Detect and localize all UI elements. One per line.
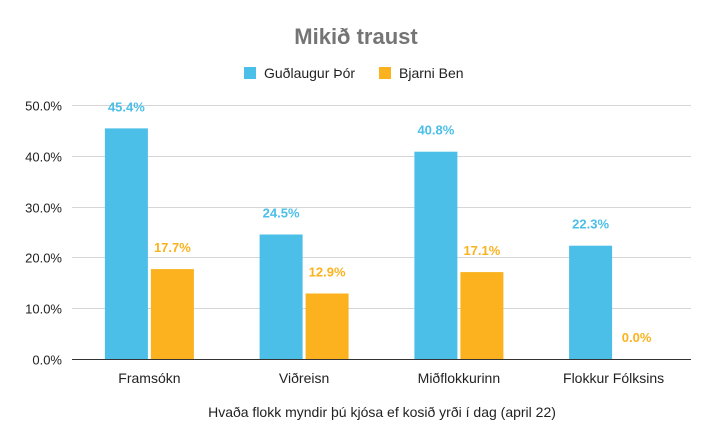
y-axis-ticks: 0.0% 10.0% 20.0% 30.0% 40.0% 50.0% — [25, 99, 62, 368]
bar — [259, 234, 303, 359]
legend-label-bjarni: Bjarni Ben — [399, 65, 464, 81]
legend-swatch-gudlaugur — [244, 67, 256, 79]
category-label: Framsókn — [118, 370, 180, 386]
y-tick-label: 0.0% — [32, 353, 62, 368]
y-tick-label: 10.0% — [25, 302, 62, 317]
data-label: 40.8% — [417, 123, 454, 138]
y-tick-label: 20.0% — [25, 251, 62, 266]
y-tick-label: 50.0% — [25, 99, 62, 114]
legend-swatch-bjarni — [379, 67, 391, 79]
data-label: 22.3% — [572, 217, 609, 232]
data-label: 17.1% — [463, 243, 500, 258]
bar — [414, 151, 458, 359]
x-axis-categories: Framsókn Viðreisn Miðflokkurinn Flokkur Fól… — [118, 370, 664, 386]
data-label: 24.5% — [263, 206, 300, 221]
data-labels: 45.4% 17.7% 24.5% 12.9% 40.8% 17.1% 22.3% 0.0% — [108, 99, 652, 345]
bar — [104, 128, 148, 359]
data-label: 0.0% — [622, 330, 652, 345]
bars — [104, 128, 613, 359]
bar — [150, 269, 194, 359]
category-label: Flokkur Fólksins — [563, 370, 664, 386]
legend: Guðlaugur Þór Bjarni Ben — [244, 65, 464, 81]
x-axis-label: Hvaða flokk myndir þú kjósa ef kosið yrð… — [208, 404, 556, 420]
bar — [460, 272, 504, 359]
y-tick-label: 30.0% — [25, 201, 62, 216]
data-label: 17.7% — [154, 240, 191, 255]
bar — [569, 245, 613, 359]
category-label: Miðflokkurinn — [418, 370, 500, 386]
data-label: 12.9% — [309, 265, 346, 280]
data-label: 45.4% — [108, 99, 145, 114]
category-label: Viðreisn — [279, 370, 329, 386]
y-tick-label: 40.0% — [25, 150, 62, 165]
bar — [305, 293, 349, 359]
legend-label-gudlaugur: Guðlaugur Þór — [264, 65, 355, 81]
chart-title: Mikið traust — [294, 24, 418, 49]
